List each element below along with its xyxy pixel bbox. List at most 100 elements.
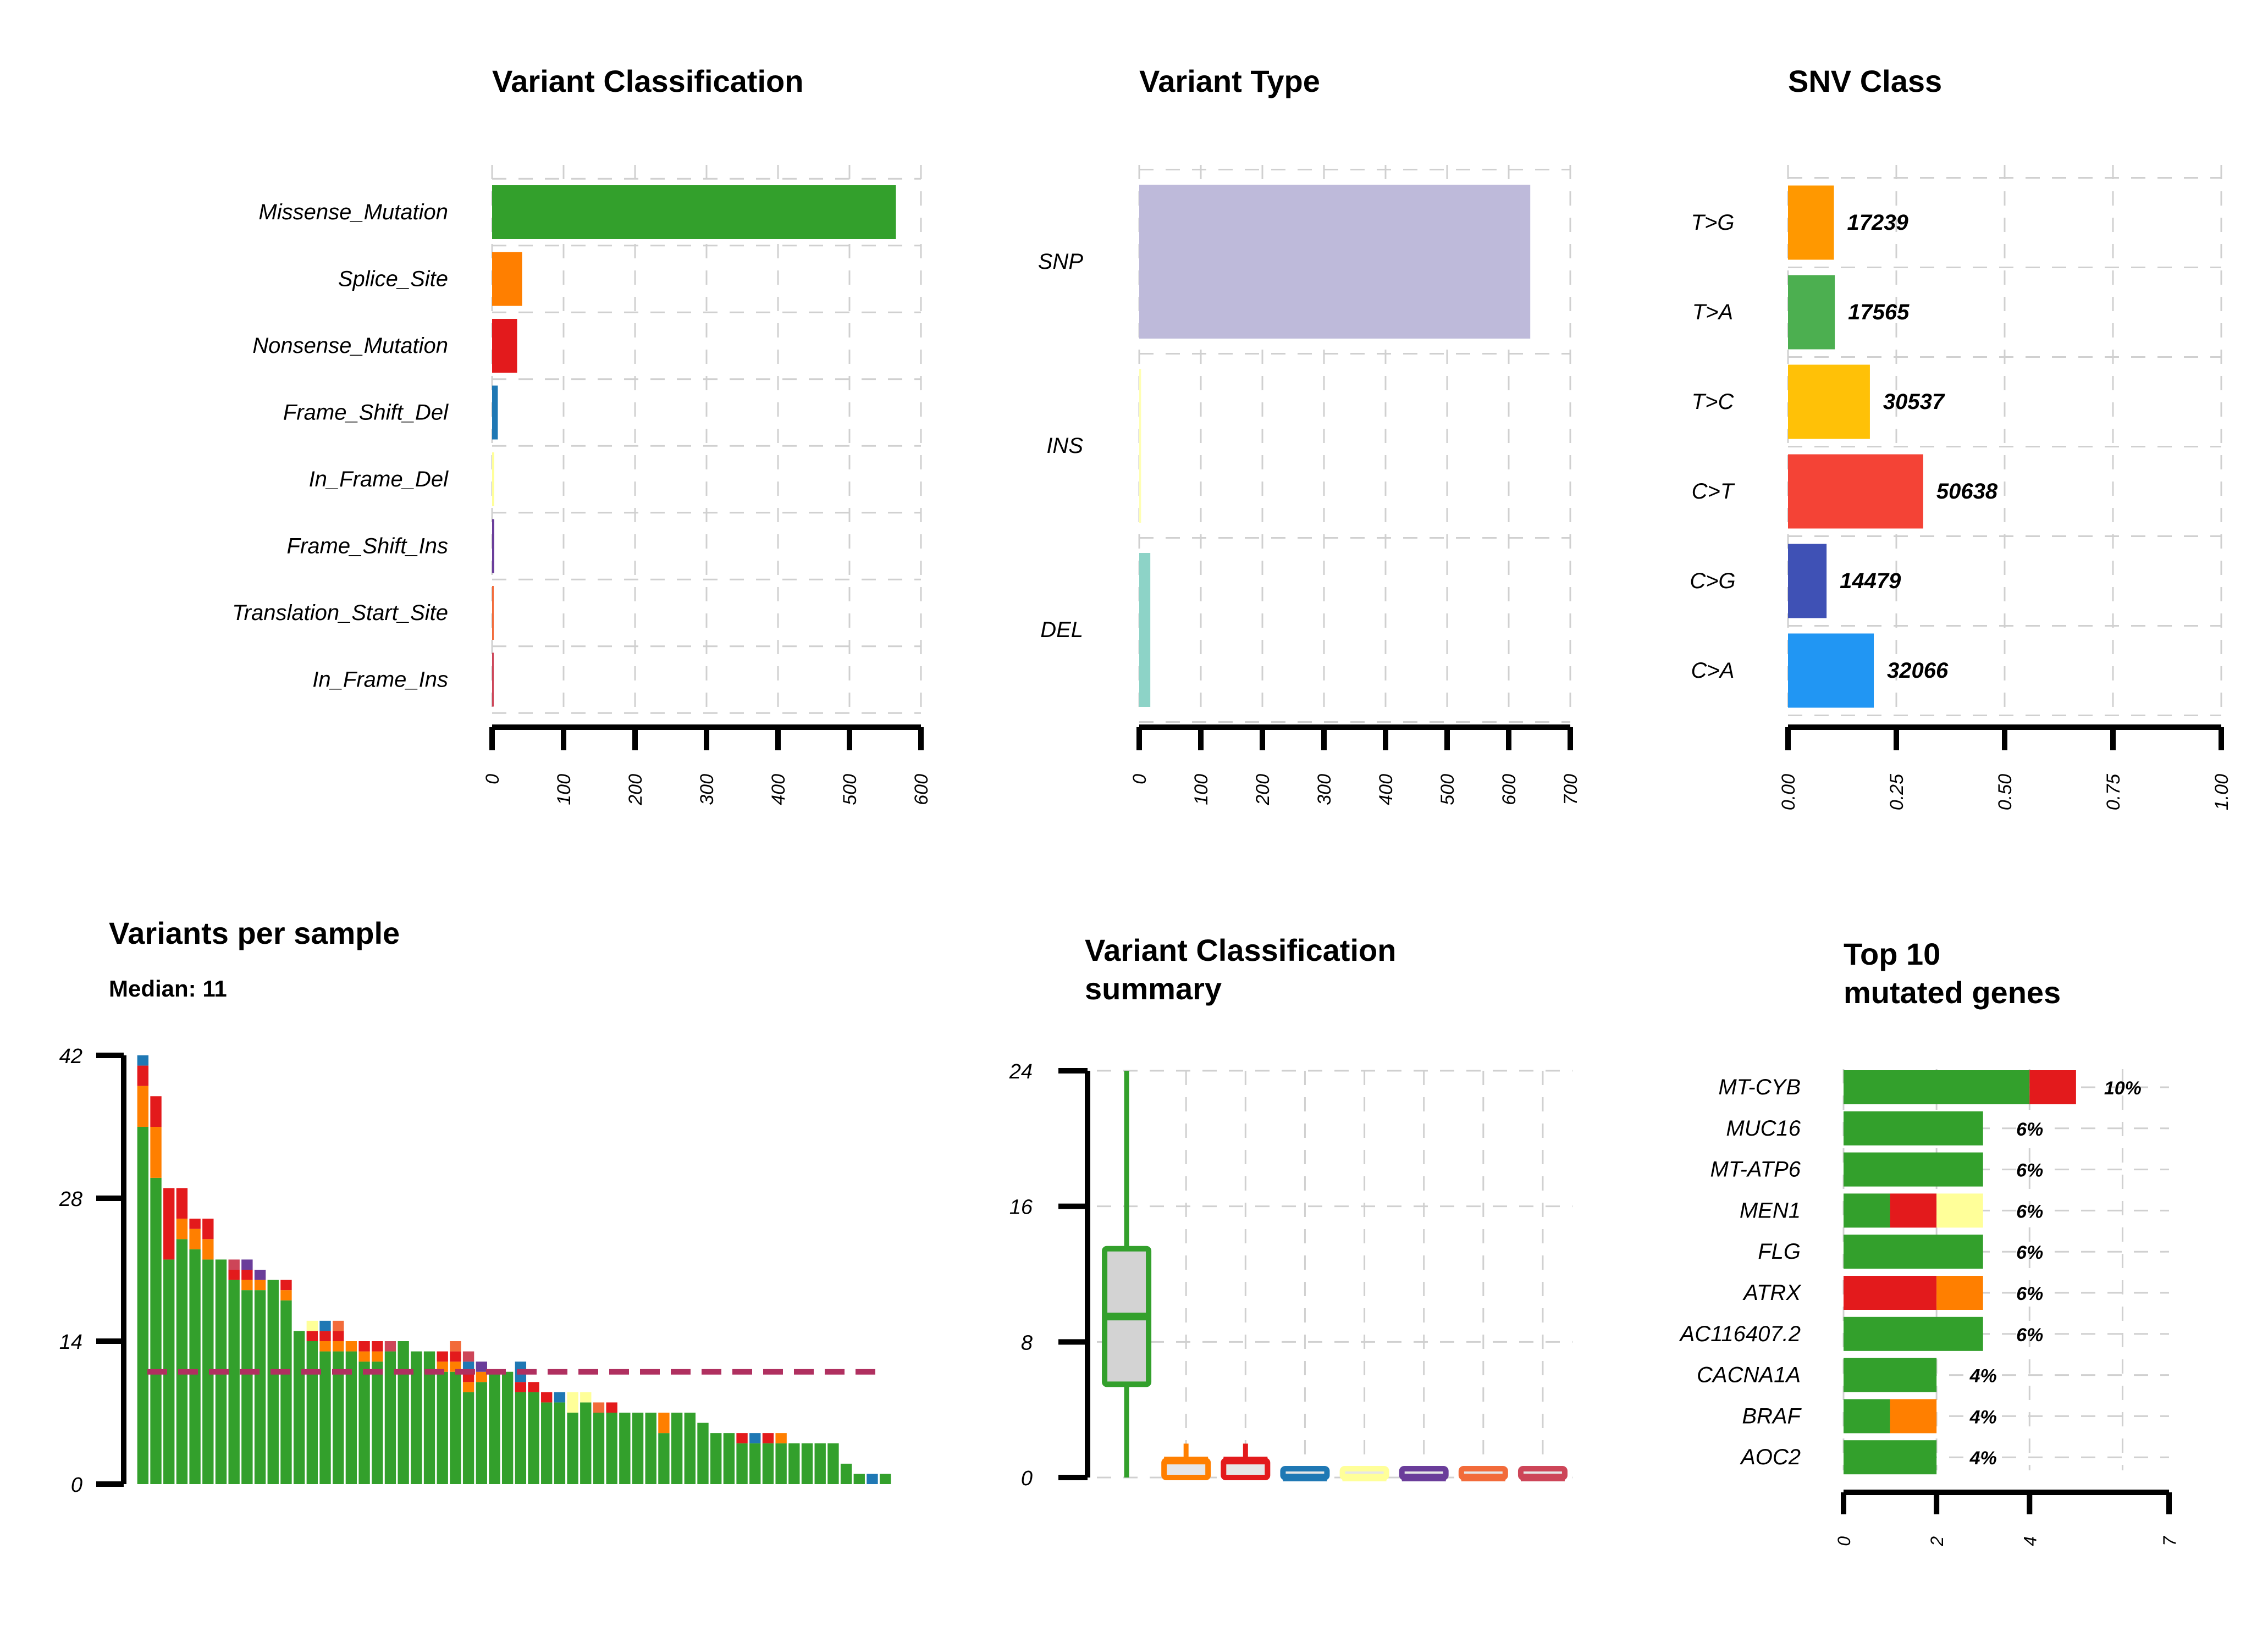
sample-bar-segment	[372, 1341, 383, 1352]
sample-bar-segment	[358, 1351, 370, 1362]
data-label: 17565	[1848, 300, 1910, 324]
sample-bar-segment	[762, 1433, 774, 1443]
sample-bar-segment	[775, 1433, 787, 1443]
y-tick-label: 0	[71, 1474, 82, 1497]
x-tick-label: 200	[1252, 774, 1273, 806]
sample-bar-segment	[150, 1096, 162, 1127]
sample-bar-segment	[163, 1188, 175, 1260]
snv-class-panel: T>G 17239 T>A 17565 T>C 30537 C>T 50638 C>G 14479…	[1690, 165, 2232, 810]
sample-bar-segment	[853, 1474, 865, 1484]
sample-bar-segment	[788, 1443, 800, 1484]
x-tick-label: 0.75	[2103, 774, 2124, 810]
vc-summary-panel: 0 8 16 24	[1009, 1060, 1572, 1490]
x-tick-label: 600	[1499, 774, 1520, 805]
gene-bar-segment	[1844, 1152, 1983, 1187]
category-label: Frame_Shift_Del	[283, 401, 449, 425]
bar-t-c	[1788, 364, 1870, 439]
bar-del	[1139, 553, 1151, 707]
x-tick-label: 100	[1191, 774, 1212, 805]
x-tick-label: 300	[697, 774, 718, 805]
sample-bar-segment	[333, 1320, 344, 1331]
sample-bar-segment	[528, 1382, 539, 1392]
y-tick-label: 42	[59, 1045, 82, 1068]
category-label: T>A	[1692, 300, 1733, 324]
bar-c-g	[1788, 544, 1827, 618]
sample-bar-segment	[450, 1341, 461, 1352]
sample-bar-segment	[723, 1433, 735, 1484]
bar-c-t	[1788, 454, 1923, 529]
category-label: Frame_Shift_Ins	[287, 534, 448, 558]
bar-snp	[1139, 185, 1531, 339]
sample-bar-segment	[736, 1433, 748, 1443]
bar-translation-start-site	[492, 586, 494, 640]
x-tick-label: 200	[625, 774, 646, 806]
sample-bar-segment	[501, 1371, 514, 1484]
sample-bar-segment	[593, 1402, 605, 1413]
gene-pct-label: 6%	[2016, 1160, 2043, 1181]
sample-bar-segment	[176, 1239, 188, 1484]
x-tick-label: 7	[2160, 1536, 2179, 1546]
sample-bar-segment	[137, 1055, 149, 1066]
gene-bar-segment	[1844, 1316, 1983, 1351]
sample-bar-segment	[814, 1443, 826, 1484]
gene-bar-segment	[1844, 1358, 1937, 1392]
sample-bar-segment	[333, 1351, 344, 1484]
sample-bar-segment	[567, 1392, 578, 1413]
bar-frame-shift-del	[492, 385, 498, 440]
snv-class-title: SNV Class	[1788, 64, 1942, 98]
sample-bar-segment	[437, 1371, 448, 1484]
category-label: Nonsense_Mutation	[252, 334, 448, 358]
gene-bar-segment	[1844, 1111, 1983, 1146]
bar-c-a	[1788, 633, 1874, 708]
sample-bar-segment	[150, 1177, 162, 1484]
gene-bar-segment	[1844, 1235, 1983, 1269]
variant-classification-title: Variant Classification	[492, 64, 803, 98]
data-label: 30537	[1883, 390, 1945, 414]
sample-bar-segment	[567, 1413, 578, 1484]
sample-bar-segment	[450, 1371, 461, 1484]
sample-bar-segment	[228, 1270, 240, 1280]
category-label: C>T	[1692, 479, 1735, 503]
sample-bar-segment	[879, 1474, 891, 1484]
y-tick-label: 0	[1021, 1467, 1033, 1490]
gene-pct-label: 4%	[1969, 1448, 1997, 1469]
sample-bar-segment	[775, 1443, 787, 1484]
sample-bar-segment	[554, 1402, 566, 1484]
sample-bar-segment	[137, 1065, 149, 1086]
category-label: T>C	[1692, 390, 1735, 414]
sample-bar-segment	[241, 1290, 253, 1484]
sample-bar-segment	[384, 1351, 396, 1484]
gene-label: FLG	[1758, 1239, 1801, 1264]
sample-bar-segment	[606, 1402, 617, 1413]
sample-bar-segment	[137, 1086, 149, 1127]
x-tick-label: 0	[1129, 774, 1150, 784]
gene-label: MEN1	[1740, 1198, 1801, 1222]
sample-bar-segment	[671, 1413, 683, 1484]
sample-bar-segment	[867, 1474, 878, 1484]
sample-bar-segment	[333, 1341, 344, 1352]
sample-bar-segment	[176, 1219, 188, 1239]
gene-bar-segment	[1890, 1399, 1937, 1434]
y-tick-label: 24	[1009, 1060, 1033, 1083]
category-label: In_Frame_Ins	[312, 668, 448, 692]
y-tick-label: 28	[59, 1188, 82, 1211]
sample-bar-segment	[241, 1259, 253, 1270]
variants-per-sample-median: Median: 11	[109, 976, 227, 1001]
sample-bar-segment	[515, 1382, 527, 1392]
sample-bar-segment	[137, 1127, 149, 1484]
sample-bar-segment	[632, 1413, 644, 1484]
sample-bar-segment	[358, 1362, 370, 1484]
sample-bar-segment	[228, 1280, 240, 1484]
sample-bar-segment	[541, 1402, 553, 1484]
bar-nonsense-mutation	[492, 319, 517, 373]
sample-bar-segment	[306, 1320, 318, 1331]
sample-bar-segment	[462, 1351, 474, 1362]
x-tick-label: 300	[1314, 774, 1335, 805]
sample-bar-segment	[345, 1351, 357, 1484]
sample-bar-segment	[202, 1219, 214, 1239]
gene-label: AOC2	[1740, 1445, 1801, 1469]
sample-bar-segment	[306, 1331, 318, 1341]
variant-classification-panel: Missense_Mutation Splice_Site Nonsense_Mut…	[232, 165, 932, 806]
sample-bar-segment	[658, 1413, 670, 1434]
sample-bar-segment	[254, 1280, 266, 1291]
